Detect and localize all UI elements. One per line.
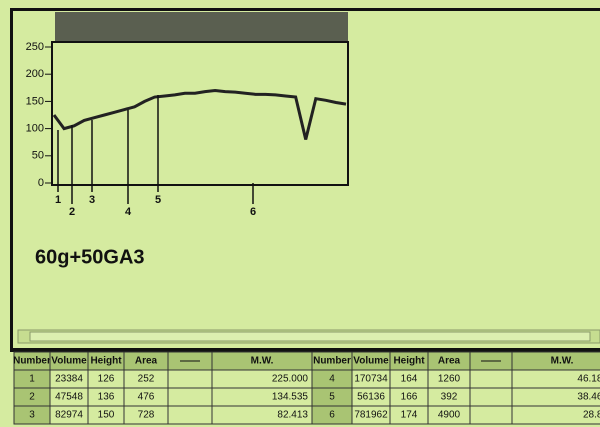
plot-frame xyxy=(52,42,348,185)
table-cell-text: 225.000 xyxy=(272,374,309,385)
table-cell-text: 164 xyxy=(401,374,418,385)
table-cell-text: 5 xyxy=(329,392,335,403)
y-tick-label: 0 xyxy=(38,177,44,189)
table-cell-text: 728 xyxy=(138,410,155,421)
table-cell-text: 392 xyxy=(441,392,458,403)
y-tick-label: 150 xyxy=(26,95,44,107)
peak-label: 3 xyxy=(89,194,95,206)
peak-label: 5 xyxy=(155,194,161,206)
peak-label: 6 xyxy=(250,206,256,218)
table-cell-text: 170734 xyxy=(354,374,388,385)
peak-label: 1 xyxy=(55,194,61,206)
table-cell xyxy=(470,370,512,388)
table-cell xyxy=(168,406,212,424)
table-cell-text: 38.460 xyxy=(577,392,600,403)
y-tick-label: 50 xyxy=(32,150,44,162)
table-header: Volume xyxy=(51,356,87,367)
table-header: Volume xyxy=(353,356,389,367)
table-header: Height xyxy=(90,356,122,367)
table-cell-text: 2 xyxy=(29,392,35,403)
table-cell-text: 4 xyxy=(329,374,335,385)
table-cell xyxy=(470,406,512,424)
table-cell-text: 136 xyxy=(98,392,115,403)
table-cell-text: 6 xyxy=(329,410,335,421)
table-cell-text: 4900 xyxy=(438,410,461,421)
table-cell-text: 252 xyxy=(138,374,155,385)
table-header: Number xyxy=(313,356,351,367)
table-header: M.W. xyxy=(251,356,274,367)
table-cell xyxy=(470,388,512,406)
table-header: M.W. xyxy=(551,356,574,367)
y-tick-label: 100 xyxy=(26,123,44,135)
table-cell-text: 781962 xyxy=(354,410,388,421)
sample-label: 60g+50GA3 xyxy=(35,246,145,268)
table-header: Area xyxy=(438,356,461,367)
top-border xyxy=(10,8,600,11)
peak-label: 2 xyxy=(69,206,75,218)
table-header: —— xyxy=(180,356,200,367)
table-header: Height xyxy=(393,356,425,367)
table-cell-text: 23384 xyxy=(55,374,83,385)
y-tick-label: 200 xyxy=(26,68,44,80)
table-cell-text: 166 xyxy=(401,392,418,403)
table-cell-text: 476 xyxy=(138,392,155,403)
table-cell-text: 3 xyxy=(29,410,35,421)
table-header: —— xyxy=(481,356,501,367)
table-cell-text: 82.413 xyxy=(277,410,308,421)
table-cell-text: 126 xyxy=(98,374,115,385)
left-border xyxy=(10,8,13,348)
table-cell-text: 56136 xyxy=(357,392,385,403)
table-cell-text: 47548 xyxy=(55,392,83,403)
table-cell xyxy=(168,370,212,388)
app-window: 60g+50GA3 050100150200250123456NumberVol… xyxy=(0,0,600,427)
gel-strip xyxy=(55,12,348,42)
table-cell-text: 134.535 xyxy=(272,392,309,403)
table-header: Number xyxy=(13,356,51,367)
table-header: Area xyxy=(135,356,158,367)
table-border xyxy=(10,348,600,352)
table-cell-text: 46.180 xyxy=(577,374,600,385)
table-cell-text: 150 xyxy=(98,410,115,421)
table-cell-text: 82974 xyxy=(55,410,83,421)
peak-label: 4 xyxy=(125,206,132,218)
scroll-thumb[interactable] xyxy=(30,332,590,341)
table-cell xyxy=(168,388,212,406)
y-tick-label: 250 xyxy=(26,41,44,53)
table-cell-text: 1 xyxy=(29,374,35,385)
table-cell-text: 28.81 xyxy=(583,410,600,421)
table-cell-text: 1260 xyxy=(438,374,461,385)
table-cell-text: 174 xyxy=(401,410,418,421)
